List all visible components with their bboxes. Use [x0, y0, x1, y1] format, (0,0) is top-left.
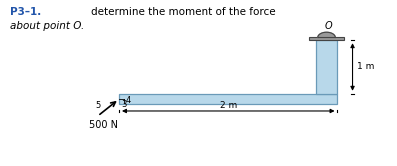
Text: O: O [325, 21, 332, 31]
Text: 500 N: 500 N [89, 120, 118, 130]
Text: 5: 5 [95, 101, 101, 110]
Bar [119, 94, 337, 104]
Text: about point O.: about point O. [10, 21, 84, 31]
Polygon shape [318, 32, 335, 38]
Text: 2 m: 2 m [220, 101, 237, 110]
Text: determine the moment of the force: determine the moment of the force [91, 7, 276, 17]
Text: 4: 4 [126, 96, 131, 105]
Bar [316, 40, 337, 94]
Bar [309, 38, 344, 40]
Text: P3–1.: P3–1. [10, 7, 41, 17]
Text: 3: 3 [121, 100, 127, 109]
Text: 1 m: 1 m [357, 62, 375, 72]
